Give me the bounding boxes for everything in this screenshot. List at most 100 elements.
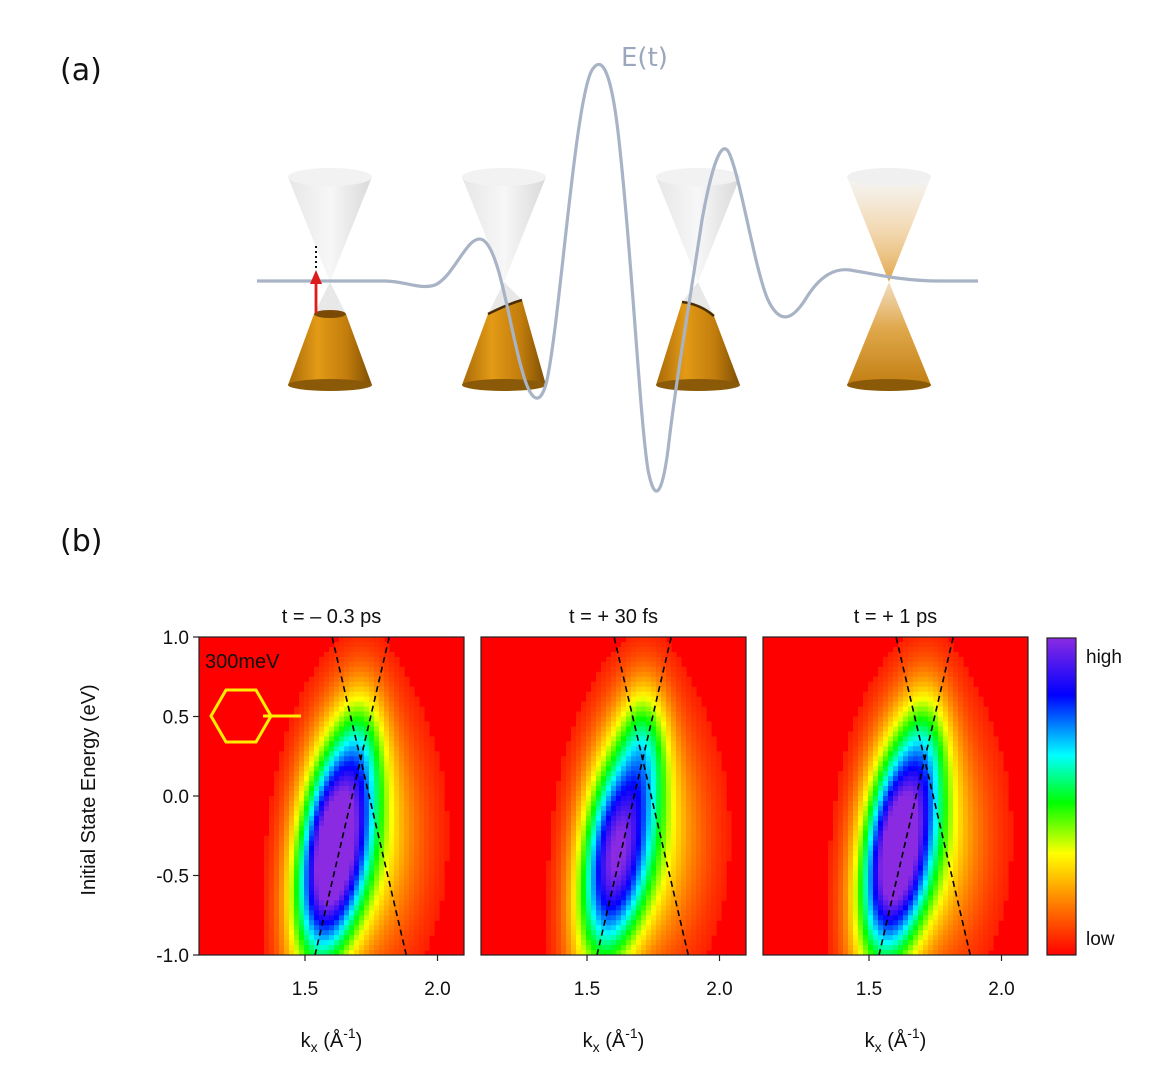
heatmap-cell [868,815,874,822]
heatmap-cell [878,796,884,802]
heatmap-cell [616,711,622,718]
heatmap-cell [404,865,410,872]
heatmap-cell [581,761,587,767]
heatmap-cell [424,756,430,762]
heatmap-cell [903,766,909,772]
heatmap-cell [364,935,370,941]
heatmap-cell [838,800,844,807]
heatmap-cell [299,920,305,926]
heatmap-cell [711,915,717,921]
heatmap-cell [853,805,859,812]
heatmap-cell [903,771,909,777]
heatmap-cell [626,661,632,668]
heatmap-cell [898,681,904,688]
heatmap-cell [551,910,557,916]
heatmap-cell [666,935,672,941]
heatmap-cell [324,855,330,862]
heatmap-cell [868,681,874,688]
heatmap-cell [364,820,370,827]
heatmap-cell [641,741,647,747]
heatmap-cell [324,925,330,931]
heatmap-cell [691,766,697,772]
heatmap-cell [686,800,692,807]
heatmap-cell [576,905,582,911]
heatmap-cell [828,900,834,906]
heatmap-cell [409,820,415,827]
heatmap-cell [359,880,365,887]
heatmap-cell [696,880,702,887]
heatmap-cell [691,820,697,827]
heatmap-cell [706,885,712,892]
heatmap-cell [918,721,924,728]
heatmap-cell [324,716,330,723]
heatmap-cell [424,726,430,733]
heatmap-cell [686,940,692,946]
heatmap-cell [424,751,430,757]
heatmap-cell [888,890,894,896]
heatmap-cell [359,840,365,847]
heatmap-cell [878,880,884,887]
heatmap-cell [616,761,622,767]
heatmap-cell [646,701,652,708]
heatmap-cell [706,781,712,787]
heatmap-cell [611,935,617,941]
heatmap-cell [314,756,320,762]
heatmap-cell [424,796,430,802]
heatmap-cell [631,875,637,882]
heatmap-cell [888,800,894,807]
heatmap-cell [429,741,435,747]
heatmap-cell [626,706,632,713]
heatmap-cell [319,890,325,896]
heatmap-cell [374,661,380,668]
heatmap-cell [898,865,904,872]
heatmap-cell [601,751,607,757]
heatmap-cell [661,771,667,777]
heatmap-cell [671,860,677,867]
heatmap-cell [561,796,567,802]
heatmap-cell [294,726,300,733]
heatmap-cell [601,776,607,782]
heatmap-cell [294,711,300,718]
heatmap-cell [314,815,320,822]
heatmap-cell [394,681,400,688]
heatmap-cell [621,825,627,832]
heatmap-cell [389,681,395,688]
heatmap-cell [893,711,899,718]
heatmap-cell [374,741,380,747]
heatmap-cell [611,900,617,906]
heatmap-cell [873,890,879,896]
heatmap-cell [419,895,425,901]
heatmap-cell [701,840,707,847]
heatmap-cell [394,830,400,837]
heatmap-cell [596,895,602,901]
heatmap-cell [394,810,400,817]
heatmap-cell [853,786,859,792]
heatmap-cell [661,880,667,887]
heatmap-cell [344,691,350,698]
heatmap-cell [309,940,315,946]
heatmap-cell [833,910,839,916]
heatmap-cell [309,786,315,792]
heatmap-cell [651,656,657,663]
heatmap-cell [611,691,617,698]
heatmap-cell [868,686,874,693]
dirac-cone-3 [656,168,740,391]
heatmap-cell [399,820,405,827]
heatmap-cell [681,925,687,931]
heatmap-cell [606,786,612,792]
heatmap-cell [581,945,587,951]
heatmap-cell [666,820,672,827]
heatmap-cell [304,900,310,906]
heatmap-cell [434,905,440,911]
heatmap-cell [898,855,904,862]
heatmap-cell [903,711,909,718]
heatmap-cell [868,910,874,916]
heatmap-cell [369,696,375,703]
heatmap-cell [903,756,909,762]
heatmap-cell [284,731,290,737]
heatmap-cell [294,776,300,782]
heatmap-cell [928,771,934,777]
heatmap-cell [389,870,395,877]
heatmap-cell [591,706,597,713]
heatmap-cell [883,726,889,733]
